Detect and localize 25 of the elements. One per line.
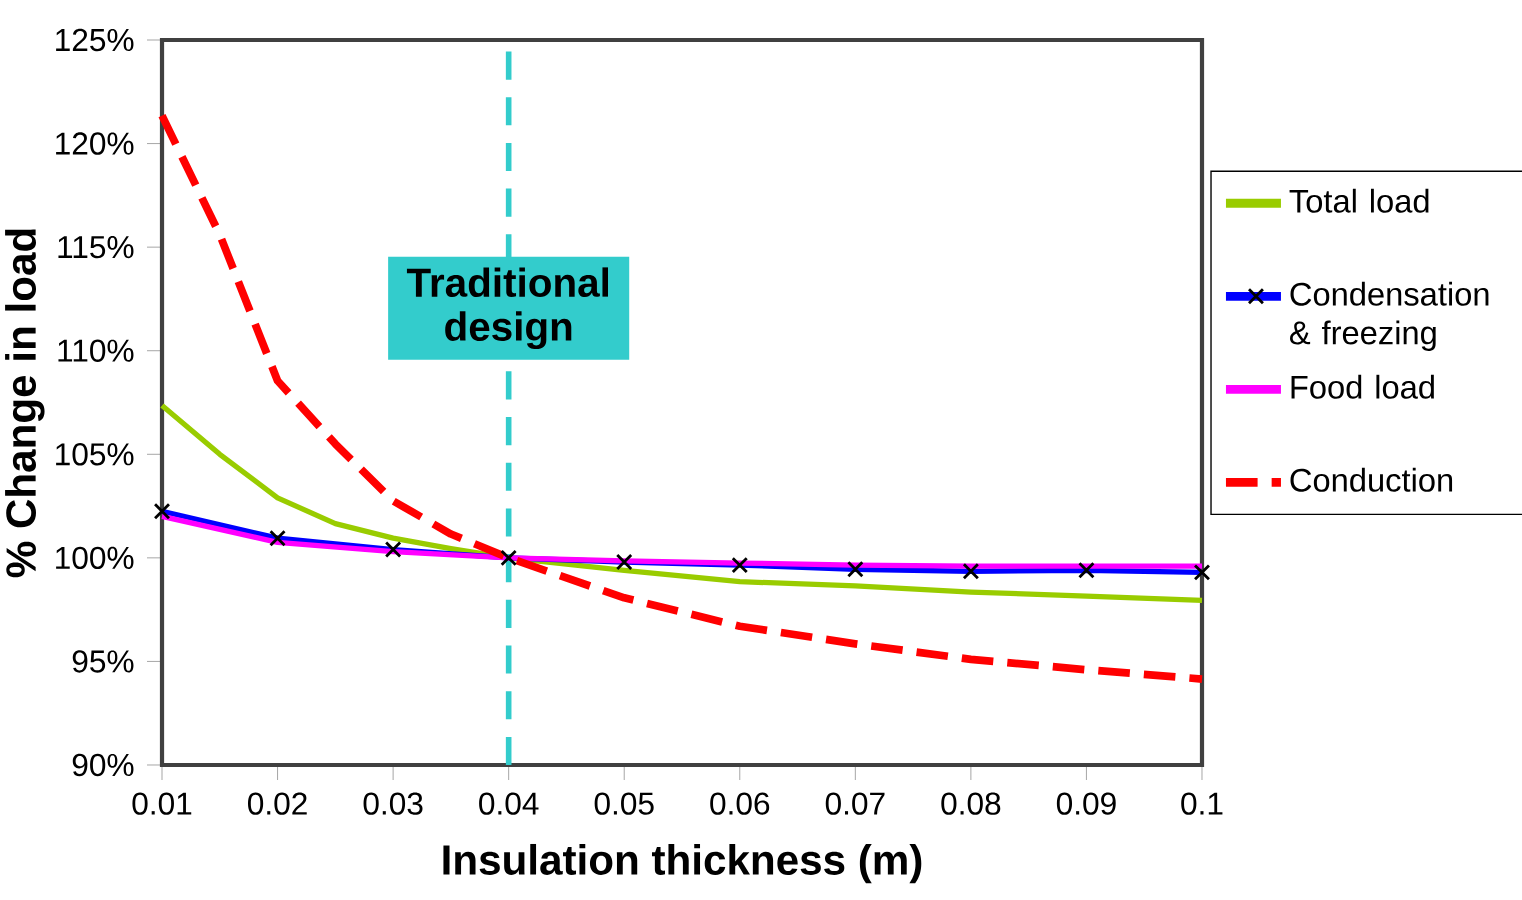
x-axis-title: Insulation thickness (m) [443, 843, 922, 884]
x-tick-label: 0.1 [1181, 792, 1223, 815]
y-tick-label: 95% [72, 650, 134, 673]
y-tick-label: 105% [56, 443, 134, 466]
y-tick-label: 110% [58, 339, 134, 362]
x-tick-label: 0.03 [363, 792, 423, 815]
legend-label: Conduction [1290, 467, 1453, 492]
y-tick-label: 125% [56, 28, 134, 52]
x-tick-label: 0.08 [941, 792, 1001, 815]
y-tick-label: 90% [72, 753, 134, 777]
x-tick-label: 0.05 [594, 792, 654, 815]
y-tick-label: 115% [58, 236, 134, 259]
x-tick-label: 0.02 [247, 792, 307, 815]
x-tick-label: 0.06 [710, 792, 770, 815]
y-axis-title: % Change in load [5, 229, 45, 578]
x-tick-label: 0.04 [479, 792, 539, 815]
legend-label: Total load [1289, 188, 1429, 213]
legend-label: Condensation & freezing [1290, 281, 1489, 351]
x-tick-label: 0.09 [1056, 792, 1116, 815]
x-tick-label: 0.01 [132, 792, 192, 815]
y-tick-label: 120% [56, 132, 134, 155]
y-tick-label: 100% [56, 546, 134, 570]
ref-line-label: Traditional design [406, 267, 609, 350]
x-tick-label: 0.07 [825, 792, 885, 815]
legend-label: Food load [1291, 374, 1434, 399]
